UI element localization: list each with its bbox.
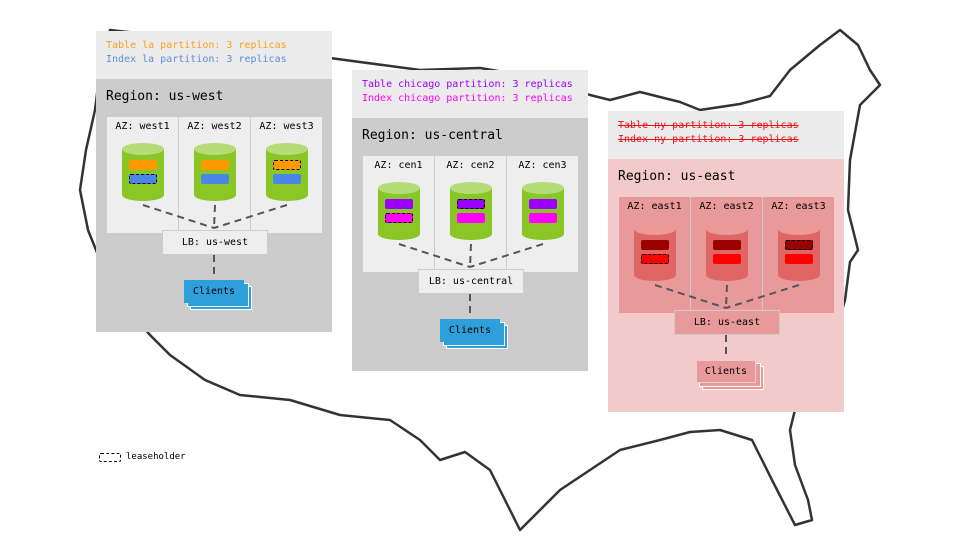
index-replica <box>128 174 157 184</box>
region-east: Region: us-east AZ: east1 AZ: east2 AZ: … <box>608 159 844 412</box>
database-cylinder-icon <box>777 223 820 287</box>
partition-line: Index ny partition: 3 replicas <box>618 134 799 145</box>
database-cylinder-icon <box>449 182 492 246</box>
az-label: AZ: cen3 <box>518 160 567 171</box>
region-west: Region: us-west AZ: west1 AZ: west2 AZ: … <box>96 79 332 332</box>
index-replica <box>712 254 741 264</box>
az-label: AZ: west3 <box>259 121 314 132</box>
load-balancer: LB: us-east <box>674 310 780 335</box>
table-replica <box>456 199 485 209</box>
az-3: AZ: west3 <box>251 117 322 233</box>
az-label: AZ: east1 <box>627 201 682 212</box>
partition-line: Table ny partition: 3 replicas <box>618 120 799 131</box>
region-title: Region: us-east <box>618 169 736 184</box>
leaseholder-swatch-icon <box>99 452 121 462</box>
az-group: AZ: cen1 AZ: cen2 AZ: cen3 <box>363 156 578 272</box>
database-cylinder-icon <box>121 143 164 207</box>
table-replica <box>128 160 157 170</box>
az-2: AZ: east2 <box>691 197 763 313</box>
database-cylinder-icon <box>633 223 676 287</box>
index-replica <box>528 213 557 223</box>
region-central: Region: us-central AZ: cen1 AZ: cen2 AZ:… <box>352 118 588 371</box>
partition-line: Index chicago partition: 3 replicas <box>362 93 573 104</box>
database-cylinder-icon <box>265 143 308 207</box>
table-replica <box>528 199 557 209</box>
table-replica <box>640 240 669 250</box>
clients-box: Clients <box>440 319 500 342</box>
table-replica <box>384 199 413 209</box>
region-title: Region: us-west <box>106 89 224 104</box>
az-2: AZ: cen2 <box>435 156 507 272</box>
load-balancer: LB: us-west <box>162 230 268 255</box>
az-label: AZ: cen1 <box>374 160 423 171</box>
az-1: AZ: east1 <box>619 197 691 313</box>
load-balancer: LB: us-central <box>418 269 524 294</box>
partition-info-west: Table la partition: 3 replicas Index la p… <box>96 31 332 79</box>
partition-info-east: Table ny partition: 3 replicas Index ny p… <box>608 111 844 159</box>
az-label: AZ: east2 <box>699 201 754 212</box>
az-2: AZ: west2 <box>179 117 251 233</box>
az-label: AZ: cen2 <box>446 160 495 171</box>
az-label: AZ: west1 <box>115 121 170 132</box>
az-3: AZ: cen3 <box>507 156 578 272</box>
az-group: AZ: west1 AZ: west2 AZ: west3 <box>107 117 322 233</box>
region-title: Region: us-central <box>362 128 503 143</box>
clients-box: Clients <box>696 360 756 383</box>
table-replica <box>784 240 813 250</box>
us-map-border <box>78 28 882 532</box>
index-replica <box>456 213 485 223</box>
clients-box: Clients <box>184 280 244 303</box>
partition-info-central: Table chicago partition: 3 replicas Index… <box>352 70 588 118</box>
table-replica <box>200 160 229 170</box>
table-replica <box>272 160 301 170</box>
partition-line: Index la partition: 3 replicas <box>106 54 287 65</box>
az-label: AZ: west2 <box>187 121 242 132</box>
partition-line: Table la partition: 3 replicas <box>106 40 287 51</box>
az-1: AZ: cen1 <box>363 156 435 272</box>
index-replica <box>784 254 813 264</box>
database-cylinder-icon <box>521 182 564 246</box>
index-replica <box>200 174 229 184</box>
az-group: AZ: east1 AZ: east2 AZ: east3 <box>619 197 834 313</box>
az-3: AZ: east3 <box>763 197 834 313</box>
database-cylinder-icon <box>193 143 236 207</box>
index-replica <box>272 174 301 184</box>
database-cylinder-icon <box>705 223 748 287</box>
partition-line: Table chicago partition: 3 replicas <box>362 79 573 90</box>
az-1: AZ: west1 <box>107 117 179 233</box>
index-replica <box>640 254 669 264</box>
index-replica <box>384 213 413 223</box>
legend-label: leaseholder <box>126 452 186 462</box>
legend: leaseholder <box>99 452 186 462</box>
az-label: AZ: east3 <box>771 201 826 212</box>
database-cylinder-icon <box>377 182 420 246</box>
table-replica <box>712 240 741 250</box>
